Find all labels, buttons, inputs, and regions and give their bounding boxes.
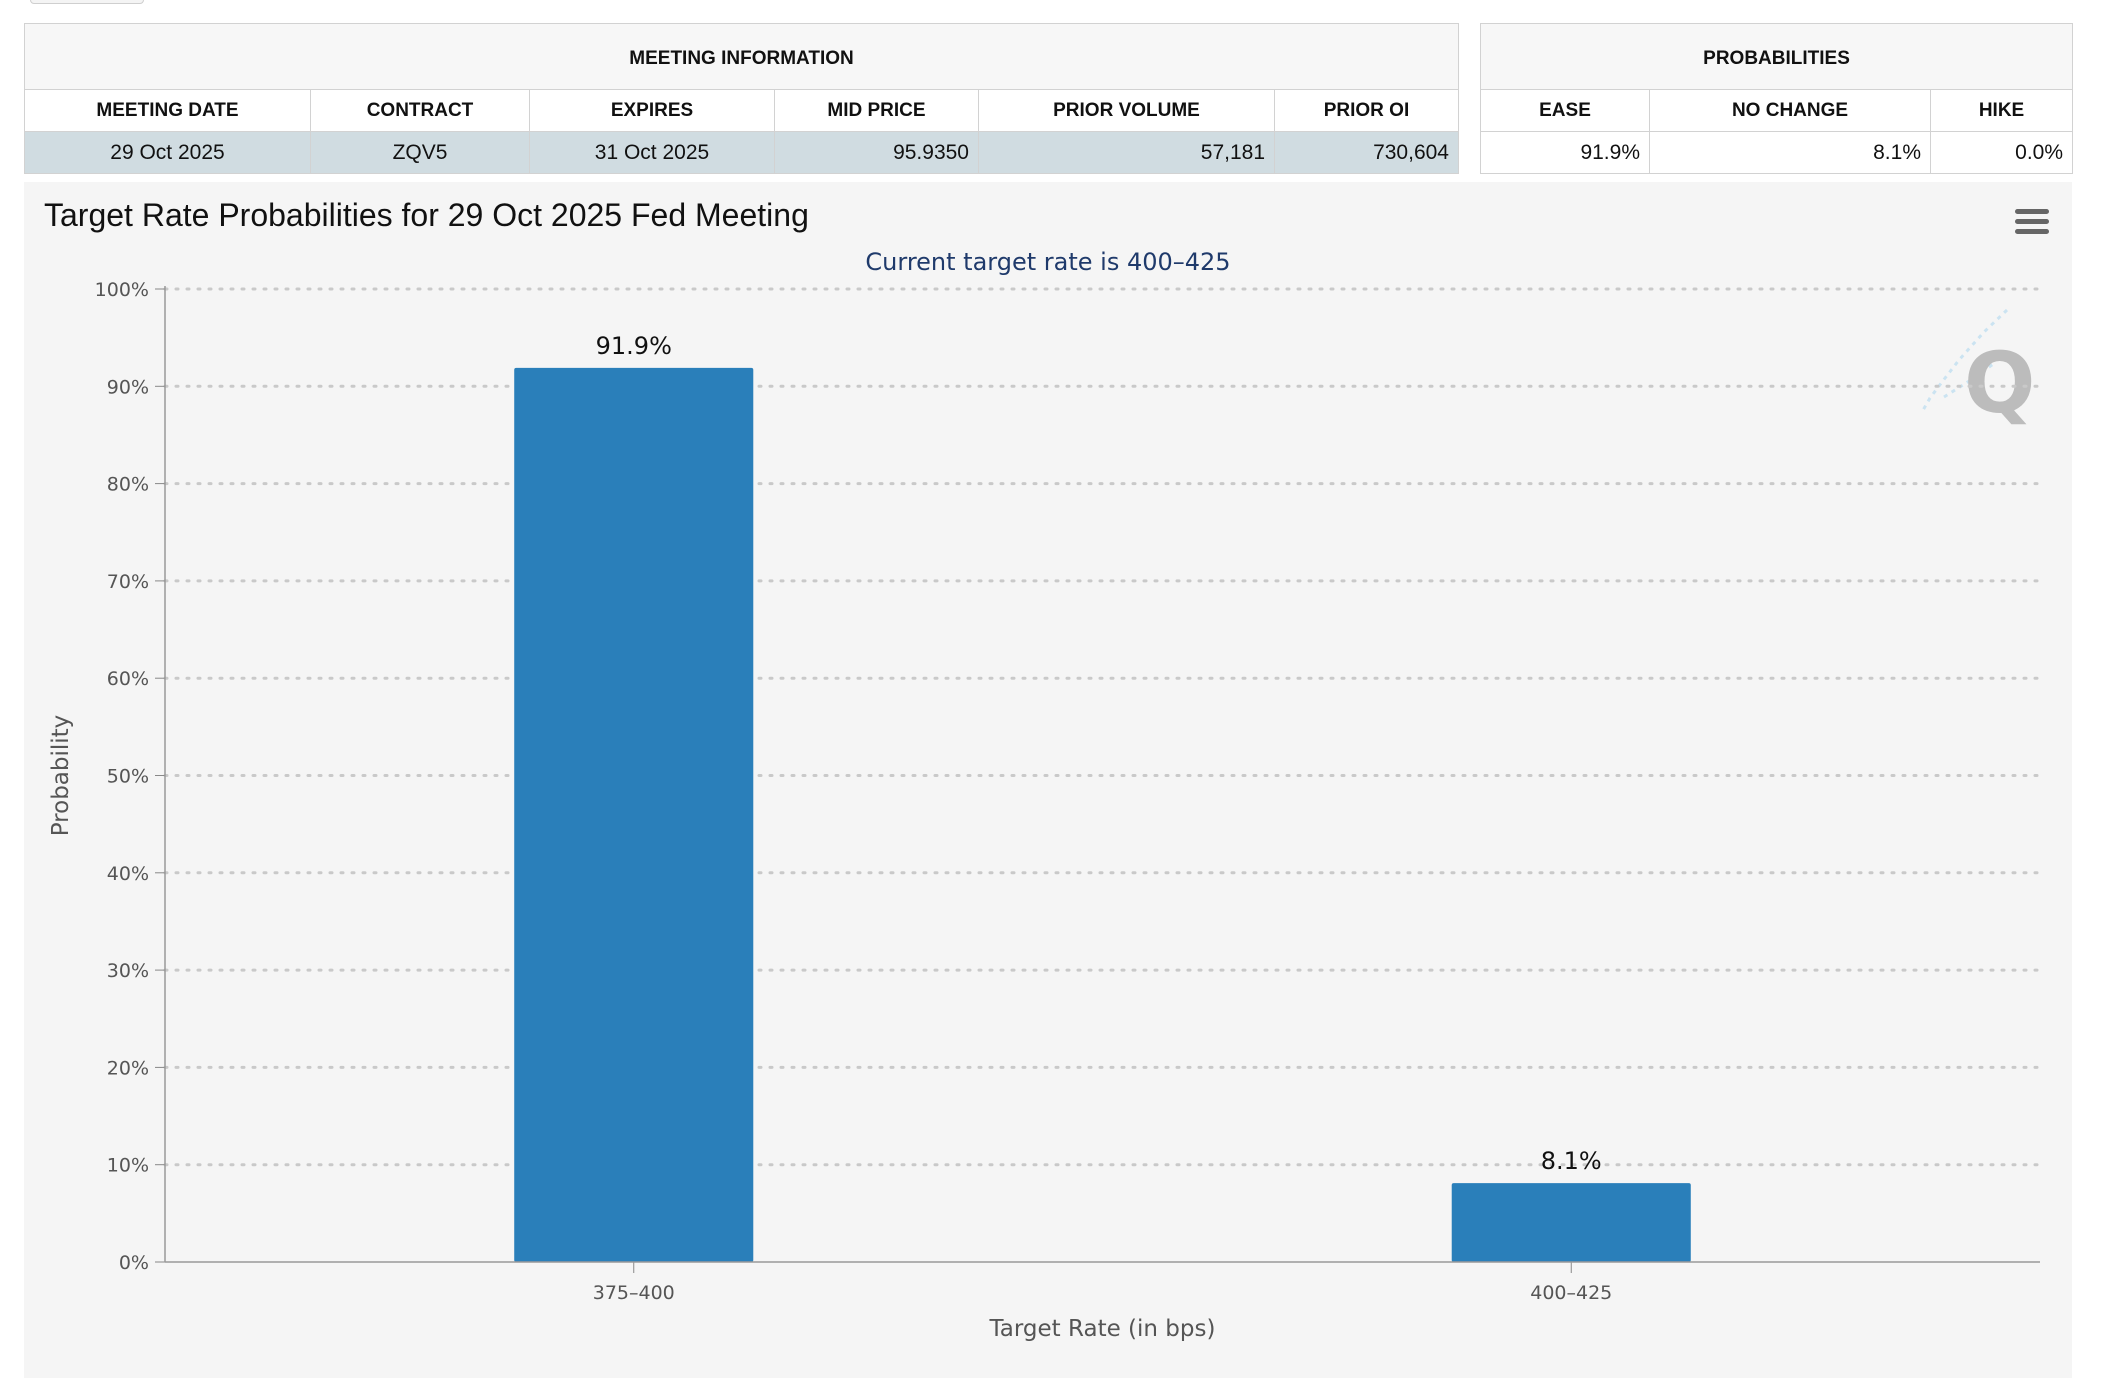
y-tick-label: 0% xyxy=(119,1252,149,1274)
bar-chart: Target Rate Probabilities for 29 Oct 202… xyxy=(44,197,2050,1342)
probabilities-table: PROBABILITIES EASE NO CHANGE HIKE 91.9% … xyxy=(1479,23,2074,174)
x-axis: 375–400 400–425 xyxy=(165,1261,2040,1304)
q-logo-watermark: Q xyxy=(1920,308,2035,432)
no-change-value: 8.1% xyxy=(1649,131,1931,174)
y-tick-label: 10% xyxy=(107,1155,149,1177)
x-tick-label: 375–400 xyxy=(593,1282,675,1304)
col-header-prior-volume: PRIOR VOLUME xyxy=(978,89,1275,132)
col-header-meeting-date: MEETING DATE xyxy=(24,89,311,132)
y-tick-label: 60% xyxy=(107,668,149,690)
probabilities-caption: PROBABILITIES xyxy=(1479,23,2074,90)
col-header-contract: CONTRACT xyxy=(310,89,530,132)
table-row: 91.9% 8.1% 0.0% xyxy=(1480,131,2074,174)
y-tick-label: 50% xyxy=(107,766,149,788)
col-header-hike: HIKE xyxy=(1929,89,2074,132)
svg-text:Q: Q xyxy=(1964,334,2035,432)
bars: 91.9% 8.1% xyxy=(514,332,1691,1262)
y-tick-label: 40% xyxy=(107,863,149,885)
y-axis: 0% 10% 20% 30% 40% 50% 60% 70% 80% 90% 100% xyxy=(95,279,166,1274)
y-tick-label: 30% xyxy=(107,960,149,982)
bar-375–400[interactable] xyxy=(514,367,754,1262)
table-row[interactable]: 29 Oct 2025 ZQV5 31 Oct 2025 95.9350 57,… xyxy=(24,131,1459,174)
top-tab-button[interactable] xyxy=(30,0,144,4)
prior-oi-value: 730,604 xyxy=(1274,131,1459,174)
meeting-date-value: 29 Oct 2025 xyxy=(24,131,311,174)
col-header-mid-price: MID PRICE xyxy=(774,89,979,132)
chart-panel: Target Rate Probabilities for 29 Oct 202… xyxy=(24,182,2072,1378)
hike-value: 0.0% xyxy=(1929,131,2074,174)
meeting-info-caption: MEETING INFORMATION xyxy=(24,23,1459,90)
y-tick-label: 20% xyxy=(107,1057,149,1079)
data-label: 8.1% xyxy=(1541,1147,1602,1175)
x-tick-label: 400–425 xyxy=(1530,1282,1612,1304)
mid-price-value: 95.9350 xyxy=(774,131,979,174)
ease-value: 91.9% xyxy=(1480,131,1650,174)
col-header-ease: EASE xyxy=(1480,89,1650,132)
x-axis-title: Target Rate (in bps) xyxy=(989,1316,1216,1342)
y-tick-label: 100% xyxy=(95,279,149,301)
prior-volume-value: 57,181 xyxy=(978,131,1275,174)
bar-400–425[interactable] xyxy=(1451,1183,1691,1262)
chart-subtitle: Current target rate is 400–425 xyxy=(865,248,1230,276)
chart-title: Target Rate Probabilities for 29 Oct 202… xyxy=(44,197,809,233)
y-tick-label: 90% xyxy=(107,376,149,398)
col-header-no-change: NO CHANGE xyxy=(1649,89,1931,132)
expires-value: 31 Oct 2025 xyxy=(529,131,775,174)
col-header-expires: EXPIRES xyxy=(529,89,775,132)
contract-value: ZQV5 xyxy=(310,131,530,174)
data-label: 91.9% xyxy=(596,332,672,360)
y-tick-label: 70% xyxy=(107,571,149,593)
hamburger-menu-icon[interactable] xyxy=(2014,206,2050,240)
grid-lines xyxy=(163,287,2042,1167)
y-tick-label: 80% xyxy=(107,474,149,496)
col-header-prior-oi: PRIOR OI xyxy=(1274,89,1459,132)
y-axis-title: Probability xyxy=(48,715,74,837)
meeting-info-table: MEETING INFORMATION MEETING DATE CONTRAC… xyxy=(24,23,1459,174)
